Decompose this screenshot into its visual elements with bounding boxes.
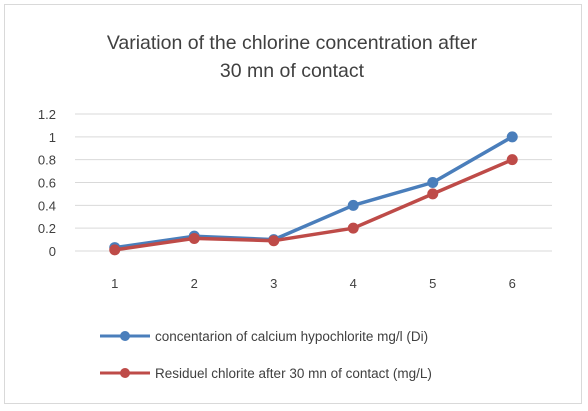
x-tick-label: 4: [350, 276, 357, 291]
x-tick-label: 1: [111, 276, 118, 291]
x-tick-label: 3: [270, 276, 277, 291]
data-point: [109, 244, 121, 256]
data-point: [427, 177, 439, 188]
legend: concentarion of calcium hypochlorite mg/…: [100, 329, 432, 381]
y-tick-label: 1: [49, 130, 56, 145]
data-point: [506, 154, 518, 166]
data-point: [506, 131, 518, 143]
y-axis-tick-labels: 0 0.2 0.4 0.6 0.8 1 1.2: [38, 107, 56, 259]
legend-label-hypochlorite: concentarion of calcium hypochlorite mg/…: [155, 329, 428, 344]
y-tick-label: 1.2: [38, 107, 56, 122]
legend-label-residual-chlorite: Residuel chlorite after 30 mn of contact…: [155, 366, 432, 381]
legend-marker-hypochlorite: [120, 331, 130, 341]
y-tick-label: 0.8: [38, 153, 56, 168]
data-point: [427, 188, 439, 200]
gridlines: [75, 113, 552, 252]
data-point: [268, 235, 280, 247]
y-tick-label: 0.2: [38, 221, 56, 236]
x-tick-label: 6: [509, 276, 516, 291]
chart-title-line-1: Variation of the chlorine concentration …: [107, 32, 478, 54]
y-tick-label: 0.6: [38, 176, 56, 191]
legend-marker-residual-chlorite: [120, 368, 130, 378]
data-point: [347, 222, 359, 234]
data-point: [188, 232, 200, 244]
series-layer: [109, 131, 518, 256]
chart-title-line-2: 30 mn of contact: [220, 60, 365, 82]
x-axis-tick-labels: 1 2 3 4 5 6: [111, 276, 516, 291]
y-tick-label: 0: [49, 244, 56, 259]
x-tick-label: 2: [191, 276, 198, 291]
data-point: [347, 199, 359, 211]
y-tick-label: 0.4: [38, 198, 56, 213]
x-tick-label: 5: [429, 276, 436, 291]
series-line-1: [113, 157, 515, 252]
series-line-0: [113, 135, 515, 250]
